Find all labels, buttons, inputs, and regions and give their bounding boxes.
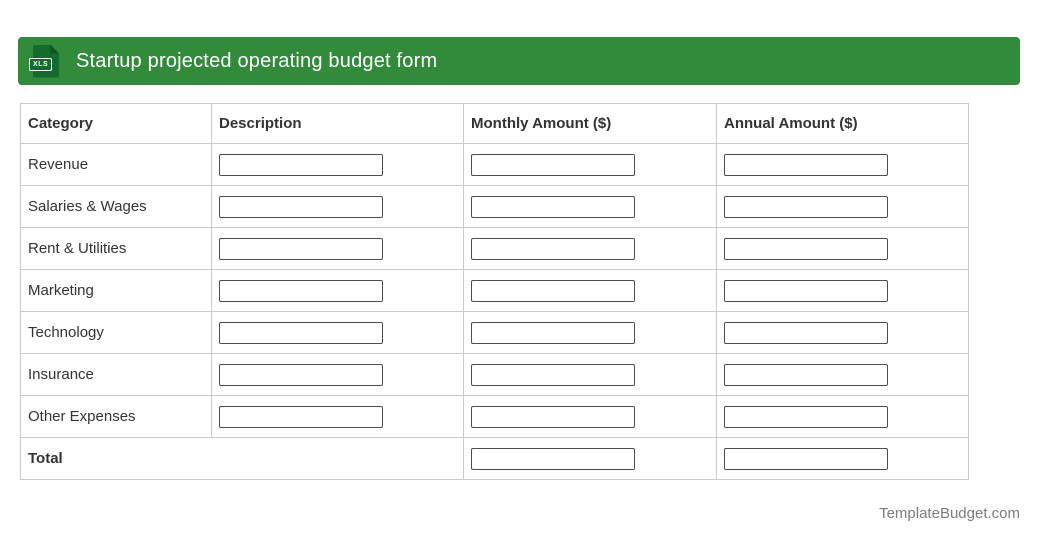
table-row-marketing: Marketing [20,269,969,312]
technology-description-input[interactable] [219,321,383,344]
category-label: Revenue [20,143,212,186]
rent-utilities-description-input[interactable] [219,237,383,260]
insurance-monthly-amount-input[interactable] [471,363,635,386]
salaries-wages-monthly-amount-input[interactable] [471,195,635,218]
table-row-technology: Technology [20,311,969,354]
table-header-row: Category Description Monthly Amount ($) … [20,103,969,144]
marketing-description-input[interactable] [219,279,383,302]
xls-icon-label: XLS [29,57,53,71]
category-label: Technology [20,311,212,354]
category-label: Insurance [20,353,212,396]
page-title: Startup projected operating budget form [76,49,438,72]
column-header-category: Category [20,103,212,144]
category-label: Rent & Utilities [20,227,212,270]
other-expenses-monthly-amount-input[interactable] [471,405,635,428]
column-header-description: Description [211,103,464,144]
marketing-monthly-amount-input[interactable] [471,279,635,302]
column-header-monthly-amount: Monthly Amount ($) [463,103,717,144]
xls-folded-corner [50,44,59,54]
revenue-annual-amount-input[interactable] [724,153,888,176]
total-annual-amount-input[interactable] [724,447,888,470]
revenue-description-input[interactable] [219,153,383,176]
revenue-monthly-amount-input[interactable] [471,153,635,176]
table-row-salaries-wages: Salaries & Wages [20,185,969,228]
salaries-wages-annual-amount-input[interactable] [724,195,888,218]
budget-form-table: Category Description Monthly Amount ($) … [20,103,969,480]
insurance-annual-amount-input[interactable] [724,363,888,386]
xls-file-icon: XLS [29,44,59,78]
table-row-rent-utilities: Rent & Utilities [20,227,969,270]
table-row-other-expenses: Other Expenses [20,395,969,438]
other-expenses-description-input[interactable] [219,405,383,428]
technology-monthly-amount-input[interactable] [471,321,635,344]
technology-annual-amount-input[interactable] [724,321,888,344]
rent-utilities-monthly-amount-input[interactable] [471,237,635,260]
site-credit: TemplateBudget.com [879,505,1020,522]
table-row-revenue: Revenue [20,143,969,186]
insurance-description-input[interactable] [219,363,383,386]
total-monthly-amount-input[interactable] [471,447,635,470]
marketing-annual-amount-input[interactable] [724,279,888,302]
table-row-insurance: Insurance [20,353,969,396]
salaries-wages-description-input[interactable] [219,195,383,218]
total-label: Total [20,437,464,480]
table-row-total: Total [20,437,969,480]
column-header-annual-amount: Annual Amount ($) [716,103,969,144]
category-label: Marketing [20,269,212,312]
rent-utilities-annual-amount-input[interactable] [724,237,888,260]
other-expenses-annual-amount-input[interactable] [724,405,888,428]
header-bar: XLS Startup projected operating budget f… [18,37,1020,85]
category-label: Other Expenses [20,395,212,438]
category-label: Salaries & Wages [20,185,212,228]
